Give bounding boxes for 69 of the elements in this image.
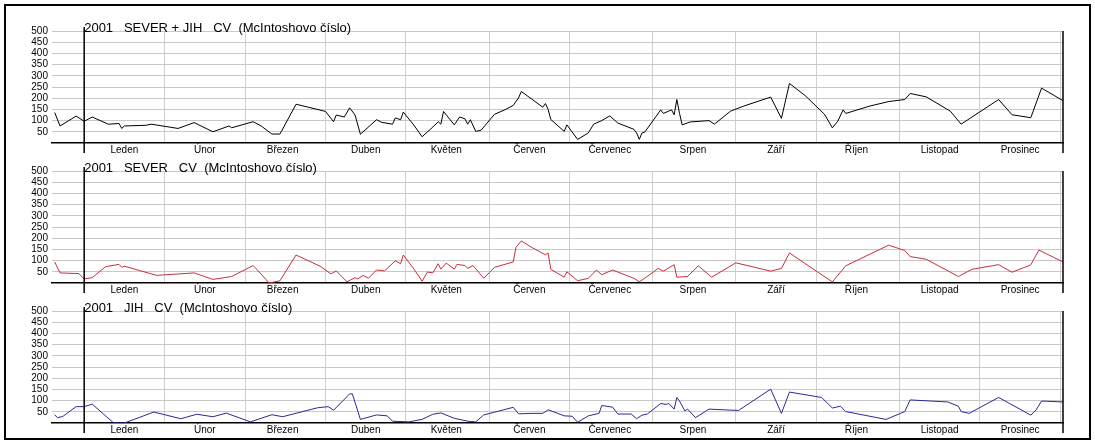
y-tick-label: 200 xyxy=(31,371,49,383)
x-tick-label: Květen xyxy=(430,283,462,295)
y-tick-label: 300 xyxy=(31,209,49,221)
x-tick-label: Březen xyxy=(266,423,299,435)
y-tick-label: 200 xyxy=(31,231,49,243)
x-tick-label: Prosinec xyxy=(1000,143,1040,155)
y-tick-label: 450 xyxy=(31,175,49,187)
x-tick-label: Červen xyxy=(513,282,546,295)
y-tick-label: 350 xyxy=(31,338,49,350)
x-tick-label: Říjen xyxy=(844,422,869,435)
x-tick-label: Červenec xyxy=(588,282,632,295)
x-tick-label: Srpen xyxy=(679,143,707,155)
y-tick-label: 100 xyxy=(31,114,49,126)
chart-title: 2001 JIH CV (McIntoshovo číslo) xyxy=(84,300,293,316)
x-tick-label: Listopad xyxy=(920,423,959,435)
y-tick-label: 350 xyxy=(31,198,49,210)
y-tick-label: 150 xyxy=(31,383,49,395)
x-tick-label: Listopad xyxy=(920,143,959,155)
x-tick-label: Červen xyxy=(513,142,546,155)
x-tick-label: Červen xyxy=(513,422,546,435)
x-tick-label: Únor xyxy=(194,422,217,435)
x-tick-label: Září xyxy=(767,143,786,155)
y-tick-label: 300 xyxy=(31,349,49,361)
x-tick-label: Srpen xyxy=(679,423,707,435)
y-tick-label: 150 xyxy=(31,243,49,255)
x-tick-label: Duben xyxy=(351,283,381,295)
x-tick-label: Leden xyxy=(110,423,139,435)
x-tick-label: Září xyxy=(767,423,786,435)
x-tick-label: Prosinec xyxy=(1000,423,1040,435)
y-tick-label: 50 xyxy=(36,125,49,137)
chart-title: 2001 SEVER CV (McIntoshovo číslo) xyxy=(84,160,317,176)
y-tick-label: 50 xyxy=(36,265,49,277)
y-tick-label: 50 xyxy=(36,405,49,417)
y-tick-label: 300 xyxy=(31,69,49,81)
x-tick-label: Únor xyxy=(194,282,217,295)
y-tick-label: 100 xyxy=(31,254,49,266)
x-tick-label: Září xyxy=(767,283,786,295)
x-tick-label: Listopad xyxy=(920,283,959,295)
y-tick-label: 150 xyxy=(31,103,49,115)
y-tick-label: 250 xyxy=(31,80,49,92)
x-tick-label: Duben xyxy=(351,143,381,155)
y-tick-label: 350 xyxy=(31,58,49,70)
y-tick-label: 250 xyxy=(31,360,49,372)
x-tick-label: Duben xyxy=(351,423,381,435)
y-tick-label: 500 xyxy=(31,304,49,316)
x-tick-label: Leden xyxy=(110,283,139,295)
y-tick-label: 400 xyxy=(31,327,49,339)
x-tick-label: Červenec xyxy=(588,142,632,155)
x-tick-label: Říjen xyxy=(844,142,869,155)
y-tick-label: 100 xyxy=(31,394,49,406)
chart-title: 2001 SEVER + JIH CV (McIntoshovo číslo) xyxy=(84,20,352,36)
x-tick-label: Říjen xyxy=(844,282,869,295)
x-tick-label: Červenec xyxy=(588,422,632,435)
y-tick-label: 200 xyxy=(31,91,49,103)
x-tick-label: Leden xyxy=(110,143,139,155)
x-tick-label: Květen xyxy=(430,423,462,435)
y-tick-label: 500 xyxy=(31,164,49,176)
x-tick-label: Březen xyxy=(266,143,299,155)
x-tick-label: Srpen xyxy=(679,283,707,295)
y-tick-label: 250 xyxy=(31,220,49,232)
y-tick-label: 400 xyxy=(31,187,49,199)
x-tick-label: Květen xyxy=(430,143,462,155)
y-tick-label: 450 xyxy=(31,315,49,327)
y-tick-label: 450 xyxy=(31,35,49,47)
x-tick-label: Únor xyxy=(194,142,217,155)
y-tick-label: 400 xyxy=(31,47,49,59)
x-tick-label: Březen xyxy=(266,283,299,295)
x-tick-label: Prosinec xyxy=(1000,283,1040,295)
y-tick-label: 500 xyxy=(31,24,49,36)
